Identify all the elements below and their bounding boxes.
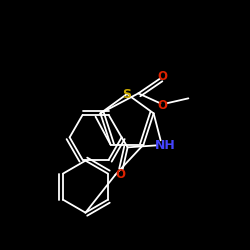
Text: O: O bbox=[116, 168, 126, 181]
Text: S: S bbox=[122, 88, 132, 101]
Text: O: O bbox=[157, 99, 167, 112]
Text: NH: NH bbox=[155, 139, 176, 152]
Text: O: O bbox=[157, 70, 167, 83]
